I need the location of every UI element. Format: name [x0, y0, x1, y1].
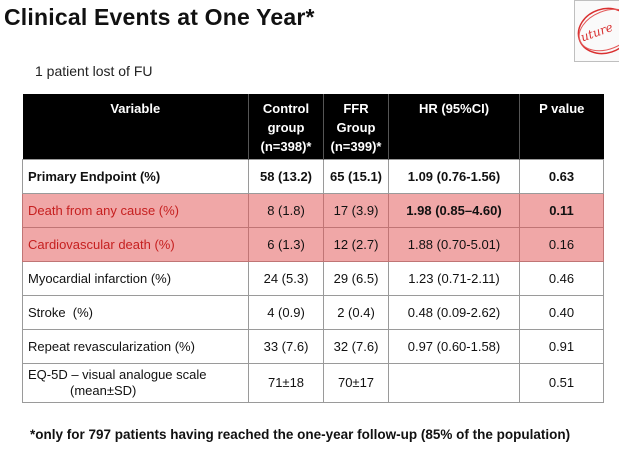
- cell-variable: EQ-5D – visual analogue scale (mean±SD): [22, 363, 249, 403]
- cell-p: 0.63: [519, 159, 604, 194]
- cell-control: 33 (7.6): [248, 329, 324, 364]
- cell-control: 24 (5.3): [248, 261, 324, 296]
- header-variable: Variable: [22, 94, 249, 160]
- cell-p: 0.11: [519, 193, 604, 228]
- cell-hr: 1.98 (0.85–4.60): [388, 193, 520, 228]
- cell-ffr: 17 (3.9): [323, 193, 389, 228]
- table-row-death-any-cause: Death from any cause (%) 8 (1.8) 17 (3.9…: [22, 193, 604, 228]
- cell-control: 6 (1.3): [248, 227, 324, 262]
- eq5d-label: EQ-5D – visual analogue scale: [28, 367, 207, 382]
- cell-hr: 0.97 (0.60-1.58): [388, 329, 520, 364]
- cell-p: 0.16: [519, 227, 604, 262]
- table-row-cardiovascular-death: Cardiovascular death (%) 6 (1.3) 12 (2.7…: [22, 227, 604, 262]
- cell-control: 58 (13.2): [248, 159, 324, 194]
- cell-hr: 1.23 (0.71-2.11): [388, 261, 520, 296]
- cell-p: 0.46: [519, 261, 604, 296]
- header-p-value: P value: [519, 94, 604, 160]
- cell-ffr: 12 (2.7): [323, 227, 389, 262]
- table-row-repeat-revascularization: Repeat revascularization (%) 33 (7.6) 32…: [22, 329, 604, 364]
- logo: uture: [574, 0, 619, 62]
- table-row-eq5d: EQ-5D – visual analogue scale (mean±SD) …: [22, 363, 604, 403]
- header-hr: HR (95%CI): [388, 94, 520, 160]
- header-control-group: Control group (n=398)*: [248, 94, 324, 160]
- cell-control: 71±18: [248, 363, 324, 403]
- cell-p: 0.40: [519, 295, 604, 330]
- table-row-primary-endpoint: Primary Endpoint (%) 58 (13.2) 65 (15.1)…: [22, 159, 604, 194]
- cell-ffr: 70±17: [323, 363, 389, 403]
- cell-hr: 1.88 (0.70-5.01): [388, 227, 520, 262]
- cell-ffr: 29 (6.5): [323, 261, 389, 296]
- cell-variable: Repeat revascularization (%): [22, 329, 249, 364]
- cell-p: 0.51: [519, 363, 604, 403]
- cell-variable: Primary Endpoint (%): [22, 159, 249, 194]
- subtitle-note: 1 patient lost of FU: [35, 63, 153, 79]
- table-header-row: Variable Control group (n=398)* FFR Grou…: [22, 94, 604, 160]
- cell-control: 8 (1.8): [248, 193, 324, 228]
- footnote: *only for 797 patients having reached th…: [30, 427, 571, 442]
- cell-ffr: 2 (0.4): [323, 295, 389, 330]
- logo-graphic: uture: [577, 7, 619, 55]
- cell-variable: Cardiovascular death (%): [22, 227, 249, 262]
- cell-hr: 1.09 (0.76-1.56): [388, 159, 520, 194]
- cell-control: 4 (0.9): [248, 295, 324, 330]
- cell-variable: Stroke (%): [22, 295, 249, 330]
- slide-title: Clinical Events at One Year*: [4, 4, 315, 30]
- cell-p: 0.91: [519, 329, 604, 364]
- cell-hr: 0.48 (0.09-2.62): [388, 295, 520, 330]
- cell-variable: Myocardial infarction (%): [22, 261, 249, 296]
- eq5d-sublabel: (mean±SD): [70, 383, 137, 398]
- cell-hr: [388, 363, 520, 403]
- table-row-myocardial-infarction: Myocardial infarction (%) 24 (5.3) 29 (6…: [22, 261, 604, 296]
- header-ffr-group: FFR Group (n=399)*: [323, 94, 389, 160]
- cell-ffr: 32 (7.6): [323, 329, 389, 364]
- cell-ffr: 65 (15.1): [323, 159, 389, 194]
- clinical-events-table: Variable Control group (n=398)* FFR Grou…: [22, 94, 604, 403]
- cell-variable: Death from any cause (%): [22, 193, 249, 228]
- table-row-stroke: Stroke (%) 4 (0.9) 2 (0.4) 0.48 (0.09-2.…: [22, 295, 604, 330]
